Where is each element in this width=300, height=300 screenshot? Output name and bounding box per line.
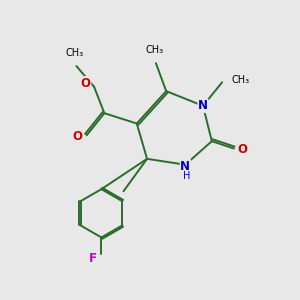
- Text: CH₃: CH₃: [66, 48, 84, 58]
- Text: CH₃: CH₃: [146, 45, 164, 55]
- Text: N: N: [198, 99, 208, 112]
- Text: O: O: [81, 77, 91, 90]
- Text: H: H: [183, 171, 190, 181]
- Text: N: N: [180, 160, 190, 173]
- Text: F: F: [89, 252, 97, 265]
- Text: CH₃: CH₃: [232, 75, 250, 85]
- Text: O: O: [73, 130, 83, 143]
- Text: O: O: [238, 143, 248, 157]
